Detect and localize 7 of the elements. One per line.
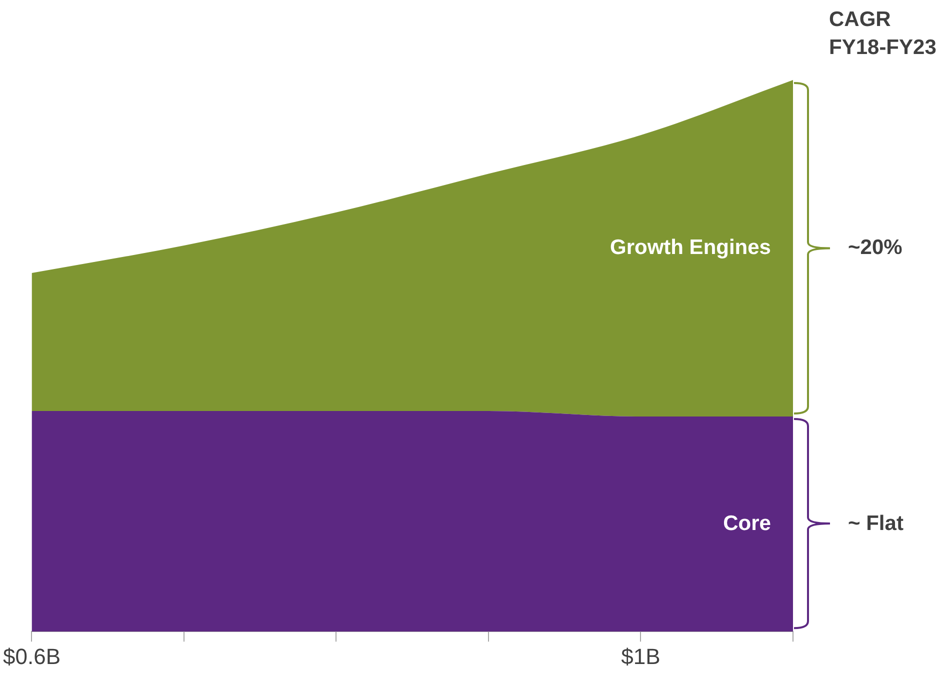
text: ~20%: [848, 236, 903, 260]
series-label: Core: [723, 512, 771, 535]
text: ~ Flat: [848, 512, 904, 535]
text: CAGR FY18-FY23: [829, 8, 936, 59]
x-tick-label: $0.6B: [2, 644, 60, 669]
x-tick-label: $1B: [621, 644, 660, 669]
series-label: Growth Engines: [610, 236, 771, 260]
